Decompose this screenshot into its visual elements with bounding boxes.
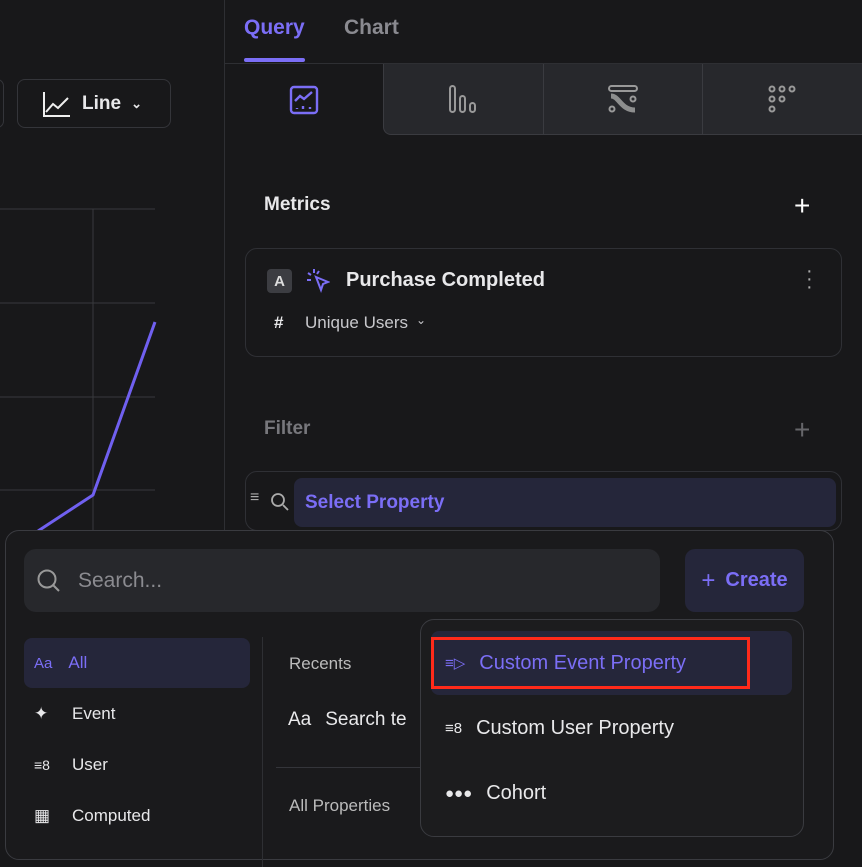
category-label: All xyxy=(68,653,88,672)
chevron-down-icon: ⌄ xyxy=(131,95,142,111)
event-icon: ✦ xyxy=(34,704,49,723)
insights-icon xyxy=(289,85,319,114)
divider xyxy=(276,767,426,768)
category-user[interactable]: ≡8 User xyxy=(24,740,250,790)
user-property-icon: ≡8 xyxy=(34,757,50,773)
category-label: Event xyxy=(72,704,116,723)
search-icon xyxy=(271,493,289,511)
search-placeholder: Search... xyxy=(78,568,163,592)
text-type-icon: Aa xyxy=(34,654,53,672)
recent-item[interactable]: Aa Search te xyxy=(288,709,407,731)
line-chart xyxy=(0,208,157,540)
property-picker-popup: Search... + Create Aa All ✦ Event ≡8 User ▦ C… xyxy=(5,530,834,867)
drag-handle-icon[interactable]: ≡ xyxy=(250,489,260,506)
add-filter-button[interactable]: + xyxy=(794,414,811,445)
active-tab-indicator xyxy=(244,58,305,62)
category-computed[interactable]: ▦ Computed xyxy=(24,791,250,841)
more-options-icon[interactable]: · · · xyxy=(806,260,813,298)
tabs-divider xyxy=(225,63,862,64)
toolbar-button[interactable] xyxy=(0,79,4,128)
recents-title: Recents xyxy=(289,654,352,673)
metric-event-name[interactable]: Purchase Completed xyxy=(346,269,545,291)
select-property-button[interactable]: Select Property xyxy=(294,478,836,527)
add-metric-button[interactable]: + xyxy=(794,190,811,221)
measure-label: Unique Users xyxy=(305,313,408,332)
bar-chart-icon xyxy=(448,85,476,113)
view-insights[interactable] xyxy=(225,64,383,135)
metrics-title: Metrics xyxy=(264,194,331,215)
tab-query[interactable]: Query xyxy=(244,16,305,39)
view-funnels[interactable] xyxy=(383,64,543,135)
search-field[interactable]: Search... xyxy=(24,549,660,612)
category-label: Computed xyxy=(72,806,151,825)
chart-type-label: Line xyxy=(82,92,122,114)
recent-item-label: Search te xyxy=(325,709,407,730)
create-label: Create xyxy=(725,569,788,591)
highlight-box xyxy=(431,637,750,689)
filter-row: ≡ Select Property xyxy=(245,471,842,531)
plus-icon: + xyxy=(701,566,716,594)
chevron-down-icon: ⌄ xyxy=(416,313,427,327)
menu-item-custom-user-property[interactable]: ≡8 Custom User Property xyxy=(431,696,792,760)
menu-item-label: Cohort xyxy=(486,781,547,804)
retention-icon xyxy=(768,85,795,113)
category-all[interactable]: Aa All xyxy=(24,638,250,688)
view-flows[interactable] xyxy=(543,64,702,135)
series-line xyxy=(37,321,157,533)
menu-item-custom-event-property[interactable]: ≡▷ Custom Event Property xyxy=(431,631,792,695)
chart-type-dropdown[interactable]: Line ⌄ xyxy=(17,79,171,128)
search-icon xyxy=(37,569,60,592)
flows-icon xyxy=(608,85,638,113)
create-menu: ≡▷ Custom Event Property ≡8 Custom User … xyxy=(420,619,804,837)
menu-item-label: Custom User Property xyxy=(476,716,674,739)
event-icon xyxy=(307,269,330,293)
cohort-icon: ●●● xyxy=(445,784,473,802)
tab-chart[interactable]: Chart xyxy=(344,16,399,39)
user-property-icon: ≡8 xyxy=(445,719,463,737)
menu-item-cohort[interactable]: ●●● Cohort xyxy=(431,761,792,825)
custom-event-icon: ≡▷ xyxy=(445,655,466,672)
filter-title: Filter xyxy=(264,418,311,439)
create-button[interactable]: + Create xyxy=(685,549,804,612)
panel-divider xyxy=(224,0,225,840)
all-properties-title: All Properties xyxy=(289,796,391,815)
line-chart-icon xyxy=(43,91,70,117)
category-label: User xyxy=(72,755,108,774)
text-type-icon: Aa xyxy=(288,709,312,730)
metric-card[interactable]: A Purchase Completed # Unique Users ⌄ · · · xyxy=(245,248,842,357)
hash-icon: # xyxy=(274,313,284,332)
category-event[interactable]: ✦ Event xyxy=(24,689,250,739)
menu-item-label: Custom Event Property xyxy=(479,651,687,674)
calculator-icon: ▦ xyxy=(34,806,51,825)
measure-dropdown[interactable]: Unique Users ⌄ xyxy=(305,313,426,333)
metric-badge: A xyxy=(267,269,292,293)
divider xyxy=(262,637,263,867)
view-retention[interactable] xyxy=(702,64,862,135)
